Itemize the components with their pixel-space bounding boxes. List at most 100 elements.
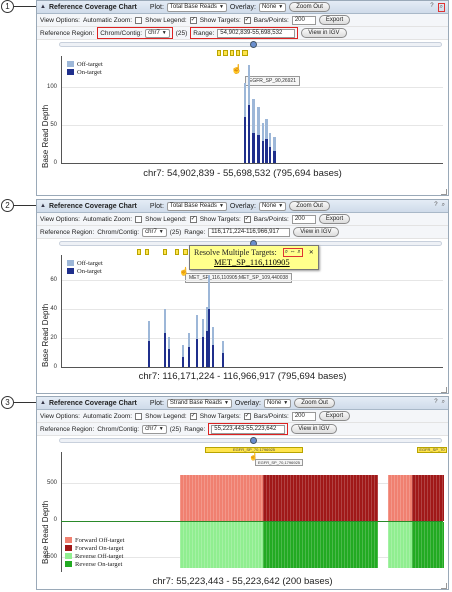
help-icon[interactable]: ? — [430, 3, 434, 9]
search-icon[interactable]: ⌕ — [284, 249, 289, 255]
range-input[interactable]: 54,902,839-55,698,532 — [217, 28, 296, 38]
zoom-out-button[interactable]: Zoom Out — [294, 398, 335, 408]
slider-handle[interactable] — [250, 41, 257, 48]
resize-handle[interactable] — [441, 189, 447, 195]
view-options-row: View Options: Automatic Zoom: Show Legen… — [37, 410, 448, 423]
show-legend-checkbox[interactable]: ✓ — [189, 16, 197, 24]
range-input[interactable]: 55,223,443-55,223,642 — [211, 424, 286, 434]
reference-region-row: Reference Region: Chrom/Contig: chr7 ▼ (2… — [37, 27, 448, 40]
auto-zoom-checkbox[interactable] — [135, 16, 143, 24]
overlay-select[interactable]: None ▼ — [258, 2, 287, 12]
reference-region-row: Reference Region: Chrom/Contig: chr7 ▼ (2… — [37, 226, 448, 239]
bars-points-input[interactable]: 200 — [291, 411, 316, 421]
show-targets-checkbox[interactable]: ✓ — [243, 215, 251, 223]
target-marker[interactable] — [230, 50, 234, 56]
view-igv-button[interactable]: View in IGV — [293, 227, 339, 237]
target-marker[interactable] — [145, 249, 149, 255]
range-label: Range: — [184, 228, 206, 236]
chevron-down-icon: ▼ — [223, 399, 229, 406]
resolve-targets-popup: Resolve Multiple Targets: ⌕ ⇔ ⌕ ✕ MET_SP… — [189, 245, 319, 270]
help-icon[interactable]: ? — [434, 202, 438, 208]
y-tick: 100 — [46, 84, 57, 90]
legend-item: Off-target — [67, 60, 103, 68]
target-marker[interactable] — [137, 249, 141, 255]
collapse-icon[interactable]: ▲ — [40, 400, 46, 406]
show-legend-checkbox[interactable]: ✓ — [189, 412, 197, 420]
coverage-bar — [248, 105, 250, 163]
y-tick: -500 — [44, 554, 57, 560]
resize-handle[interactable] — [441, 583, 447, 589]
range-highlight: Range: 54,902,839-55,698,532 — [190, 27, 299, 39]
overlay-label: Overlay: — [229, 202, 256, 210]
range-highlight: 55,223,443-55,223,642 — [208, 423, 289, 435]
chrom-select[interactable]: chr7 ▼ — [142, 424, 167, 434]
target-marker[interactable] — [223, 50, 228, 56]
plot-select[interactable]: Strand Base Reads ▼ — [166, 398, 232, 408]
auto-zoom-label: Automatic Zoom: — [82, 16, 133, 24]
popup-target-link[interactable]: MET_SP_116,110905 — [214, 257, 290, 267]
zoom-out-button[interactable]: Zoom Out — [289, 201, 330, 211]
target-marker[interactable]: EGFR_SP_70 — [417, 447, 447, 453]
plot-label: Plot: — [149, 3, 164, 11]
show-targets-checkbox[interactable]: ✓ — [243, 412, 251, 420]
target-marker[interactable] — [236, 50, 240, 56]
reference-region-label: Reference Region: — [40, 425, 95, 433]
export-button[interactable]: Export — [318, 214, 351, 224]
chrom-contig-highlight: Chrom/Contig: chr7 ▼ — [97, 27, 173, 39]
coverage-bar — [182, 357, 184, 367]
plot-select[interactable]: Total Base Reads ▼ — [166, 2, 227, 12]
collapse-icon[interactable]: ▲ — [40, 203, 46, 209]
target-marker[interactable] — [163, 249, 167, 255]
target-marker[interactable] — [217, 50, 221, 56]
legend-item: Forward On-target — [65, 544, 124, 552]
view-igv-button[interactable]: View in IGV — [301, 28, 347, 38]
chrom-select[interactable]: chr7 ▼ — [142, 227, 167, 237]
bars-points-input[interactable]: 200 — [291, 214, 316, 224]
target-marker[interactable]: EGFR_SP_70,1796925 — [205, 447, 303, 453]
search-icon[interactable]: ⌕ — [441, 202, 445, 208]
target-marker[interactable] — [175, 249, 179, 255]
target-marker[interactable] — [242, 50, 248, 56]
bars-points-input[interactable]: 200 — [291, 15, 316, 25]
search-icon[interactable]: ⌕ — [437, 3, 445, 12]
plot-select[interactable]: Total Base Reads ▼ — [166, 201, 227, 211]
overlay-select[interactable]: None ▼ — [263, 398, 292, 408]
swap-icon[interactable]: ⇔ — [289, 249, 296, 255]
coverage-chart[interactable]: ☝ EGFR_SP_90,26921 Base Read Depth 100 5… — [37, 40, 448, 195]
show-targets-checkbox[interactable]: ✓ — [243, 16, 251, 24]
show-legend-checkbox[interactable]: ✓ — [189, 215, 197, 223]
overlay-select[interactable]: None ▼ — [258, 201, 287, 211]
close-icon[interactable]: ✕ — [308, 250, 314, 256]
chrom-select[interactable]: chr7 ▼ — [145, 28, 170, 38]
coverage-panel-1: ▲ Reference Coverage Chart Plot: Total B… — [36, 0, 449, 196]
target-marker[interactable] — [183, 249, 188, 255]
coverage-chart[interactable]: EGFR_SP_70,1796925 EGFR_SP_70 ☝ EGFR_SP_… — [37, 436, 448, 589]
reference-region-label: Reference Region: — [40, 228, 95, 236]
legend: Forward Off-target Forward On-target Rev… — [65, 536, 124, 568]
region-caption: chr7: 116,171,224 - 116,966,917 (795,694… — [138, 371, 347, 382]
collapse-icon[interactable]: ▲ — [40, 4, 46, 10]
export-button[interactable]: Export — [318, 411, 351, 421]
region-slider[interactable] — [59, 41, 442, 48]
slider-handle[interactable] — [250, 437, 257, 444]
titlebar-icons: ? ⌕ — [434, 399, 445, 406]
target-tooltip: MET_SP_116,110905;MET_SP_109,440038 — [185, 273, 293, 283]
coverage-chart[interactable]: MET_SP_116,110905;MET_SP_109,440038 ☝ Re… — [37, 239, 448, 393]
zoom-icon[interactable]: ⌕ — [297, 249, 301, 255]
auto-zoom-checkbox[interactable] — [135, 412, 143, 420]
search-icon[interactable]: ⌕ — [441, 399, 445, 405]
resize-handle[interactable] — [441, 387, 447, 393]
help-icon[interactable]: ? — [434, 399, 438, 405]
coverage-bar — [208, 309, 210, 367]
y-tick: 0 — [53, 517, 57, 523]
chrom-contig-label: Chrom/Contig: — [100, 29, 143, 37]
region-slider[interactable] — [59, 437, 442, 444]
auto-zoom-label: Automatic Zoom: — [82, 215, 133, 223]
export-button[interactable]: Export — [318, 15, 351, 25]
auto-zoom-checkbox[interactable] — [135, 215, 143, 223]
range-input[interactable]: 116,171,224-116,966,917 — [208, 227, 291, 237]
region-caption: chr7: 55,223,443 - 55,223,642 (200 bases… — [152, 576, 333, 587]
zoom-out-button[interactable]: Zoom Out — [289, 2, 330, 12]
view-options-row: View Options: Automatic Zoom: Show Legen… — [37, 213, 448, 226]
view-igv-button[interactable]: View in IGV — [291, 424, 337, 434]
